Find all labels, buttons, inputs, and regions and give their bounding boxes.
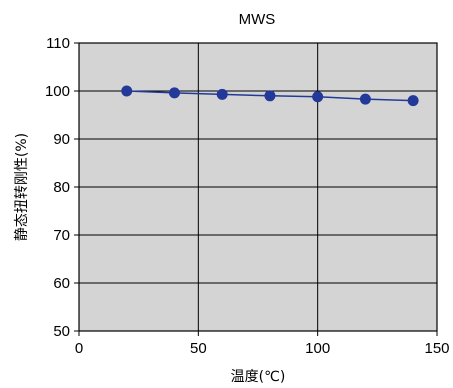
data-point [359,93,371,105]
grid [79,43,437,331]
y-tick-label: 80 [53,179,70,196]
x-tick-label: 50 [190,340,207,357]
data-point [168,87,180,99]
data-point [216,88,228,100]
x-axis: 0 50 100 150 [75,331,450,357]
y-tick-label: 60 [53,275,70,292]
data-point [407,95,419,107]
series-layer [121,85,419,107]
x-tick-label: 150 [424,340,449,357]
y-tick-label: 50 [53,323,70,340]
y-tick-label: 110 [46,35,70,52]
data-point [264,90,276,102]
chart-title: MWS [239,11,276,28]
y-tick-label: 100 [45,83,70,100]
data-point [312,91,324,103]
y-axis-label: 静态扭转刚性(%) [14,133,30,241]
data-point [121,85,133,97]
x-tick-label: 0 [75,340,83,357]
y-axis: 50 60 70 80 90 100 110 [45,35,79,340]
y-tick-label: 70 [53,227,70,244]
x-tick-label: 100 [305,340,330,357]
y-tick-label: 90 [53,131,70,148]
x-axis-label: 温度(℃) [231,369,286,385]
